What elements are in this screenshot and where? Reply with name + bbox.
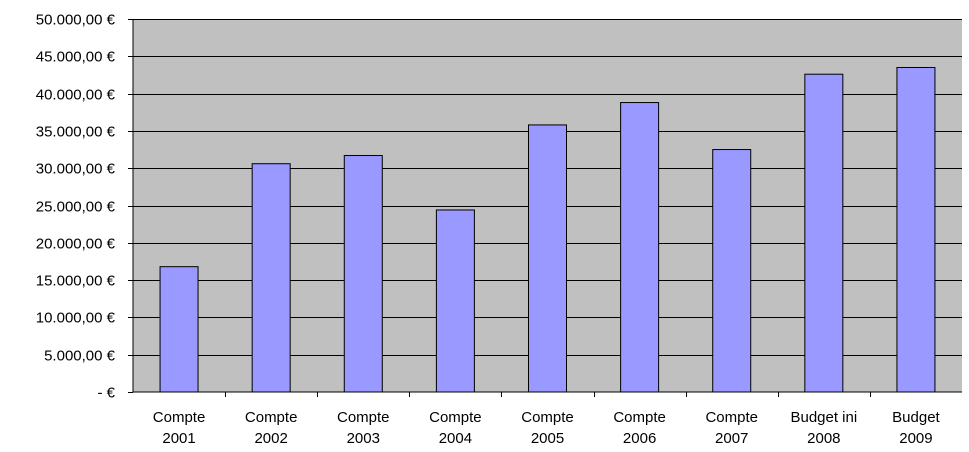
bar <box>712 149 752 393</box>
y-tick-label: 35.000,00 € <box>36 124 116 141</box>
x-category-label: Compte 2004 <box>429 409 482 447</box>
x-axis-labels: Compte 2001 Compte 2002 Compte 2003 Compte 2004… <box>153 392 941 447</box>
y-tick-label: 40.000,00 € <box>36 87 116 104</box>
bar <box>896 66 936 393</box>
y-tick-label: 5.000,00 € <box>44 348 116 365</box>
bar <box>159 266 199 393</box>
y-tick-label: 25.000,00 € <box>36 199 116 216</box>
x-category-label: Compte 2003 <box>337 409 390 447</box>
x-category-label: Compte 2006 <box>613 409 666 447</box>
y-tick-label: 15.000,00 € <box>36 273 116 290</box>
y-tick-label: 30.000,00 € <box>36 161 116 178</box>
x-category-label: Budget ini 2008 <box>790 409 857 447</box>
bar <box>251 163 291 393</box>
y-tick-label: 20.000,00 € <box>36 236 116 253</box>
bar <box>343 155 383 393</box>
bar <box>435 209 475 393</box>
x-category-label: Compte 2005 <box>521 409 574 447</box>
bar <box>528 124 567 393</box>
bar <box>620 102 660 393</box>
x-category-label: Compte 2007 <box>705 409 758 447</box>
bar <box>804 73 844 393</box>
y-tick-label: 45.000,00 € <box>36 49 116 66</box>
y-tick-label: 50.000,00 € <box>36 12 116 29</box>
bars <box>159 66 936 393</box>
x-category-label: Compte 2001 <box>153 409 206 447</box>
y-tick-label: - € <box>97 385 115 402</box>
y-axis-ticks: - € 5.000,00 € 10.000,00 € 15.000,00 € 20.00… <box>36 12 133 402</box>
x-category-label: Compte 2002 <box>245 409 298 447</box>
x-category-label: Budget 2009 <box>892 409 940 447</box>
y-tick-label: 10.000,00 € <box>36 310 116 327</box>
